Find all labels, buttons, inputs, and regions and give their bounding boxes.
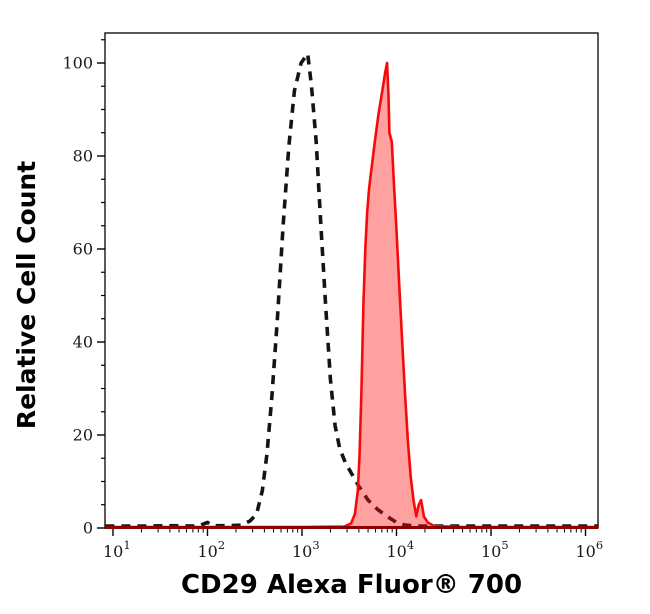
x-axis-tick-label: 105 bbox=[481, 538, 509, 561]
y-axis-tick-label: 0 bbox=[83, 519, 93, 538]
y-axis-tick-label: 40 bbox=[73, 333, 93, 352]
stained-curve-line bbox=[105, 61, 599, 529]
x-axis-tick-label: 104 bbox=[387, 538, 415, 561]
stained-curve-fill bbox=[105, 63, 599, 528]
x-axis-tick-label: 102 bbox=[198, 538, 226, 561]
y-axis-tick-label: 20 bbox=[73, 426, 93, 445]
y-axis-tick-label: 60 bbox=[73, 240, 93, 259]
y-axis-tick-label: 80 bbox=[73, 147, 93, 166]
plot-border bbox=[104, 32, 599, 529]
x-axis-tick-label: 103 bbox=[292, 538, 320, 561]
control-curve-dashed bbox=[105, 51, 599, 528]
x-axis-tick-label: 101 bbox=[103, 538, 131, 561]
x-axis-title: CD29 Alexa Fluor® 700 bbox=[180, 570, 523, 600]
y-axis-tick-label: 100 bbox=[62, 54, 93, 73]
y-axis-title: Relative Cell Count bbox=[12, 160, 41, 430]
x-axis-tick-label: 106 bbox=[576, 538, 604, 561]
